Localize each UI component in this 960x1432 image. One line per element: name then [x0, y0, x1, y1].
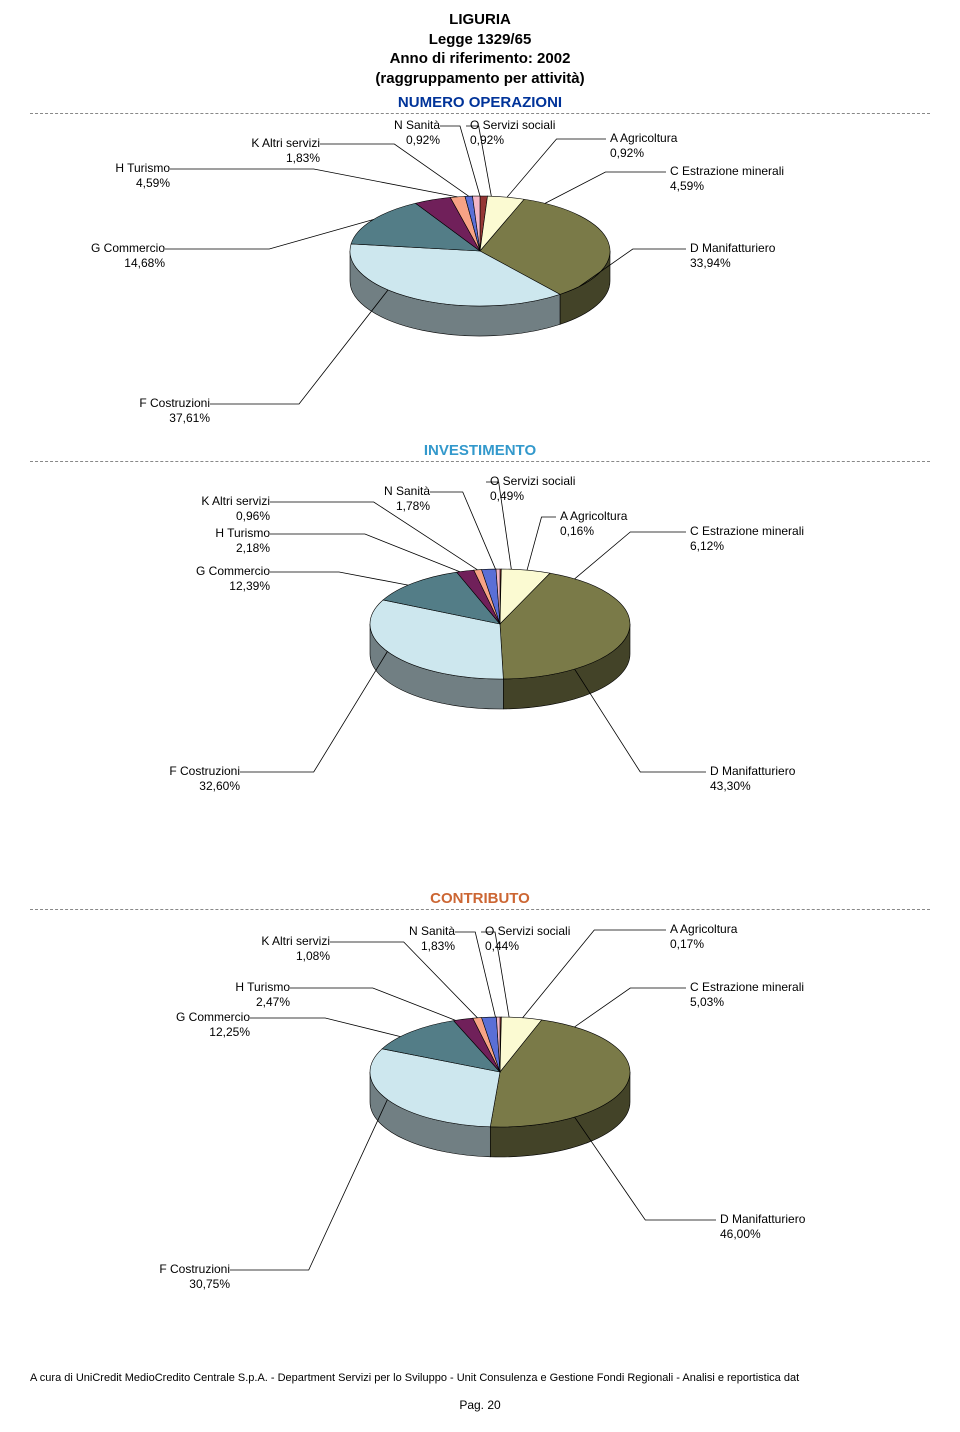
pie-slice-G [383, 572, 500, 624]
section-rule [30, 461, 930, 462]
slice-label-K: K Altri servizi1,08% [210, 934, 330, 964]
section-rule [30, 909, 930, 910]
slice-label-C: C Estrazione minerali6,12% [690, 524, 804, 554]
slice-label-K: K Altri servizi0,96% [150, 494, 270, 524]
chart-numero-operazioni: A Agricoltura0,92%C Estrazione minerali4… [30, 116, 930, 436]
pie-slice-C [500, 1017, 542, 1072]
pie-slice-A [480, 196, 488, 251]
slice-label-N: N Sanità1,83% [375, 924, 455, 954]
slice-label-H: H Turismo4,59% [60, 161, 170, 191]
slice-label-F: F Costruzioni30,75% [90, 1262, 230, 1292]
slice-label-H: H Turismo2,18% [150, 526, 270, 556]
pie-slice-G [351, 203, 480, 251]
chart-contributo: A Agricoltura0,17% C Estrazione minerali5… [30, 912, 930, 1332]
pie-slice-N [482, 1017, 500, 1072]
pie-slice-F [350, 244, 560, 306]
slice-label-H: H Turismo2,47% [160, 980, 290, 1010]
slice-label-O: O Servizi sociali0,49% [490, 474, 575, 504]
slice-label-A: A Agricoltura0,92% [610, 131, 677, 161]
pie-slice-D [500, 573, 630, 679]
footer-credit: A cura di UniCredit MedioCredito Central… [30, 1372, 930, 1384]
header-line: Legge 1329/65 [30, 30, 930, 50]
slice-label-O: O Servizi sociali0,44% [485, 924, 570, 954]
pie-slice-H [457, 570, 500, 624]
page-number: Pag. 20 [30, 1398, 930, 1412]
pie-slice-K [474, 570, 500, 624]
slice-label-D: D Manifatturiero33,94% [690, 241, 775, 271]
section-title-contributo: CONTRIBUTO [30, 890, 930, 907]
pie-slice-N [482, 569, 500, 624]
pie-slice-D [480, 199, 610, 294]
pie-slice-C [480, 196, 524, 251]
slice-label-F: F Costruzioni37,61% [90, 396, 210, 426]
slice-label-G: G Commercio14,68% [45, 241, 165, 271]
slice-label-N: N Sanità0,92% [350, 118, 440, 148]
pie-slice-A [500, 569, 501, 624]
section-title-investimento: INVESTIMENTO [30, 442, 930, 459]
slice-label-O: O Servizi sociali0,92% [470, 118, 555, 148]
header-line: Anno di riferimento: 2002 [30, 49, 930, 69]
slice-label-K: K Altri servizi1,83% [210, 136, 320, 166]
pie-slice-O [496, 569, 500, 624]
section-rule [30, 113, 930, 114]
pie-slice-F [370, 600, 503, 679]
pie-slice-K [473, 1018, 500, 1072]
header-line: (raggruppamento per attività) [30, 69, 930, 89]
pie-slice-D [490, 1020, 630, 1127]
header-line: LIGURIA [30, 10, 930, 30]
section-title-numero: NUMERO OPERAZIONI [30, 94, 930, 111]
slice-label-D: D Manifatturiero43,30% [710, 764, 795, 794]
slice-label-A: A Agricoltura0,16% [560, 509, 627, 539]
pie-slice-F [370, 1049, 500, 1127]
slice-label-G: G Commercio12,39% [125, 564, 270, 594]
slice-label-C: C Estrazione minerali5,03% [690, 980, 804, 1010]
pie-slice-H [454, 1018, 500, 1072]
pie-slice-K [450, 196, 480, 251]
pie-slice-H [416, 197, 480, 251]
pie-slice-O [472, 196, 480, 251]
slice-label-G: G Commercio12,25% [100, 1010, 250, 1040]
pie-slice-A [500, 1017, 501, 1072]
slice-label-F: F Costruzioni32,60% [110, 764, 240, 794]
slice-label-N: N Sanità1,78% [340, 484, 430, 514]
slice-label-D: D Manifatturiero46,00% [720, 1212, 805, 1242]
pie-slice-C [500, 569, 550, 624]
pie-slice-G [382, 1021, 500, 1072]
pie-slice-N [465, 196, 480, 251]
slice-label-C: C Estrazione minerali4,59% [670, 164, 784, 194]
page-header: LIGURIA Legge 1329/65 Anno di riferiment… [30, 10, 930, 88]
pie-slice-O [496, 1017, 500, 1072]
slice-label-A: A Agricoltura0,17% [670, 922, 737, 952]
page: LIGURIA Legge 1329/65 Anno di riferiment… [0, 0, 960, 1432]
chart-investimento: A Agricoltura0,16% C Estrazione minerali6… [30, 464, 930, 884]
